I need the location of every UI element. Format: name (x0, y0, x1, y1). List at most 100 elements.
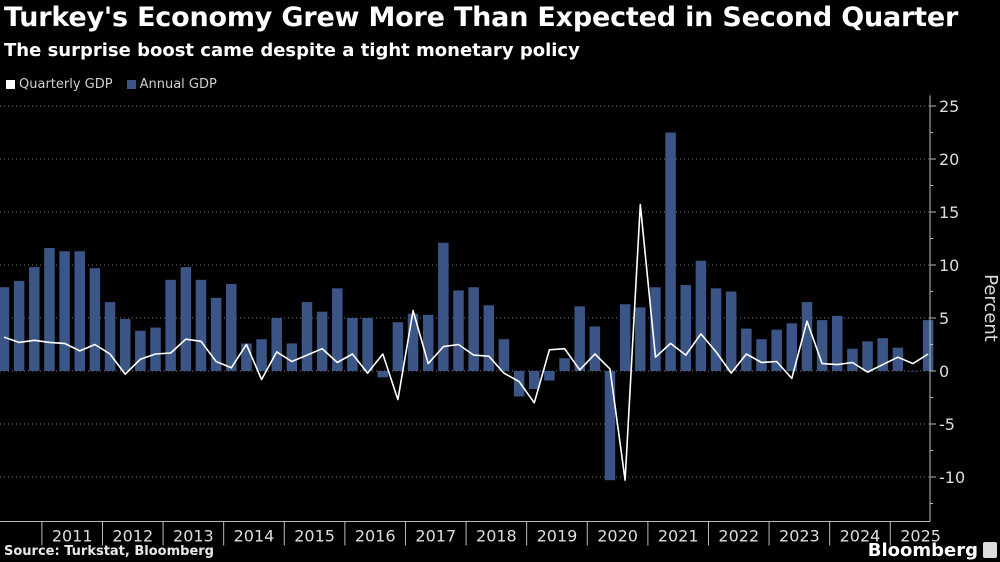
annual-gdp-bar (438, 242, 449, 371)
annual-gdp-bar (877, 338, 888, 371)
annual-gdp-bar (165, 279, 176, 371)
annual-gdp-bar (650, 287, 661, 371)
annual-gdp-bar (756, 339, 767, 371)
annual-gdp-bar (619, 304, 631, 371)
legend-label-quarterly: Quarterly GDP (19, 77, 113, 92)
annual-gdp-bar (695, 260, 707, 371)
chart-title: Turkey's Economy Grew More Than Expected… (4, 2, 959, 33)
annual-gdp-bar (256, 339, 267, 371)
annual-gdp-bar (210, 297, 222, 371)
annual-gdp-bar (271, 318, 282, 371)
annual-gdp-bar (407, 313, 419, 371)
legend-item-quarterly: Quarterly GDP (6, 77, 113, 92)
x-tick-label: 2011 (52, 527, 93, 546)
annual-gdp-bar (74, 251, 85, 371)
annual-gdp-bar (635, 307, 646, 371)
annual-gdp-bar (741, 328, 752, 371)
annual-gdp-bar (13, 280, 25, 371)
annual-gdp-bar (301, 302, 313, 371)
annual-gdp-bar (180, 267, 192, 371)
annual-gdp-bar (771, 329, 782, 371)
annual-gdp-bar (604, 371, 616, 481)
annual-gdp-bar (559, 358, 570, 371)
annual-gdp-bar (150, 327, 161, 371)
legend-swatch-annual (126, 80, 136, 89)
annual-gdp-bar (362, 318, 373, 371)
annual-gdp-bar (347, 318, 358, 371)
y-tick-label: 15 (939, 203, 959, 222)
annual-gdp-bar (29, 267, 40, 371)
annual-gdp-bar (377, 371, 388, 378)
y-tick-label: -5 (939, 415, 955, 434)
annual-gdp-bar (816, 320, 828, 371)
annual-gdp-bar (332, 288, 343, 371)
legend-swatch-quarterly (6, 80, 15, 89)
x-tick-label: 2019 (537, 527, 578, 546)
annual-gdp-bar (574, 306, 585, 371)
x-tick-label: 2017 (415, 527, 456, 546)
x-tick-label: 2014 (234, 527, 275, 546)
annual-gdp-bar (544, 371, 555, 381)
annual-gdp-bar (513, 371, 525, 397)
annual-gdp-bar (44, 248, 55, 371)
annual-gdp-bar (801, 302, 813, 371)
annual-gdp-bar (665, 132, 676, 371)
annual-gdp-bar (195, 279, 207, 371)
annual-gdp-bar (468, 287, 479, 371)
annual-gdp-bar (892, 347, 904, 371)
annual-gdp-bar (498, 339, 510, 371)
annual-gdp-bar (832, 315, 843, 371)
annual-gdp-bar (89, 268, 101, 371)
x-tick-label: 2022 (718, 527, 759, 546)
y-axis-label: Percent (980, 274, 1000, 342)
annual-gdp-bar (316, 311, 328, 371)
bloomberg-logo: Bloomberg (867, 540, 978, 561)
annual-gdp-bar (786, 323, 798, 371)
quarterly-gdp-line (3, 203, 929, 482)
annual-gdp-bar (286, 343, 298, 371)
annual-gdp-bar (226, 284, 237, 371)
chart-legend: Quarterly GDP Annual GDP (6, 77, 217, 92)
x-tick-label: 2018 (476, 527, 517, 546)
annual-gdp-bar (104, 302, 116, 371)
x-tick-label: 2023 (779, 527, 820, 546)
x-tick-label: 2025 (900, 527, 941, 546)
annual-gdp-bar (710, 288, 722, 371)
annual-gdp-bar (119, 319, 131, 371)
annual-gdp-bar (392, 322, 404, 371)
annual-gdp-bar (847, 348, 858, 371)
annual-gdp-bar (59, 251, 70, 371)
annual-gdp-bar (922, 320, 934, 371)
legend-label-annual: Annual GDP (139, 77, 217, 92)
x-tick-label: 2021 (658, 527, 699, 546)
y-tick-label: -10 (939, 468, 965, 487)
annual-gdp-bar (422, 314, 434, 371)
y-tick-label: 0 (939, 362, 949, 381)
x-tick-label: 2020 (597, 527, 638, 546)
grid-layer (0, 105, 930, 478)
x-tick-label: 2013 (173, 527, 214, 546)
source-note: Source: Turkstat, Bloomberg (4, 544, 214, 559)
y-tick-label: 20 (939, 150, 959, 169)
x-tick-label: 2012 (112, 527, 153, 546)
x-tick-label: 2015 (294, 527, 335, 546)
annual-gdp-bar (529, 371, 540, 390)
annual-gdp-bar (680, 285, 691, 371)
annual-gdp-bar (241, 343, 252, 371)
y-tick-label: 10 (939, 256, 959, 275)
annual-gdp-bar (453, 290, 464, 371)
annual-gdp-bar (483, 305, 495, 371)
annual-gdp-bar (135, 330, 146, 371)
y-tick-label: 25 (939, 97, 959, 116)
y-tick-label: 5 (939, 309, 949, 328)
chart-subtitle: The surprise boost came despite a tight … (4, 40, 580, 61)
annual-gdp-bar (862, 341, 873, 371)
annual-gdp-bar (0, 287, 10, 371)
logo-mark-icon (983, 542, 997, 558)
annual-gdp-bar (907, 371, 919, 372)
annual-gdp-bar (725, 291, 737, 371)
line-layer (3, 203, 929, 482)
legend-item-annual: Annual GDP (126, 77, 217, 92)
